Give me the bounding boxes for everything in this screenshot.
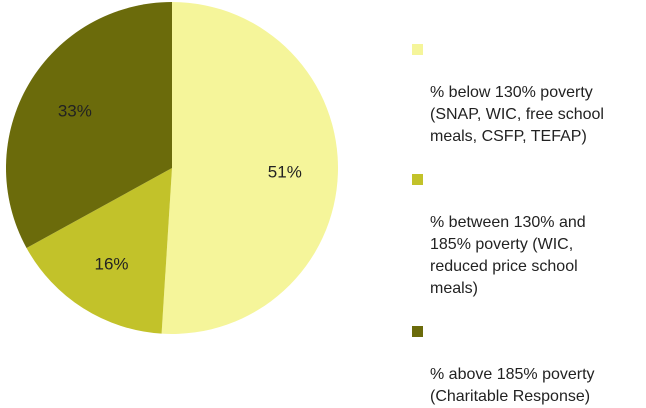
legend-swatch-below-130 <box>412 44 423 55</box>
legend-swatch-above-185 <box>412 326 423 337</box>
legend-item-130-185: % between 130% and 185% poverty (WIC, re… <box>412 168 642 300</box>
pie-slice-above-185 <box>6 2 172 248</box>
slice-value-label-above-185: 33% <box>58 102 92 121</box>
legend-label-130-185: % between 130% and 185% poverty (WIC, re… <box>430 214 586 297</box>
pie-slice-below-130 <box>161 2 339 335</box>
legend-item-below-130: % below 130% poverty (SNAP, WIC, free sc… <box>412 38 642 148</box>
legend: % below 130% poverty (SNAP, WIC, free sc… <box>412 38 642 408</box>
slice-value-label-130-185: 16% <box>95 254 129 273</box>
slice-value-label-below-130: 51% <box>268 163 302 182</box>
legend-label-above-185: % above 185% poverty (Charitable Respons… <box>430 366 595 405</box>
legend-swatch-130-185 <box>412 174 423 185</box>
pie-slice-130-185 <box>26 168 172 334</box>
legend-label-below-130: % below 130% poverty (SNAP, WIC, free sc… <box>430 84 604 145</box>
pie-chart: 51% 16% 33% <box>6 2 339 335</box>
legend-item-above-185: % above 185% poverty (Charitable Respons… <box>412 320 642 408</box>
